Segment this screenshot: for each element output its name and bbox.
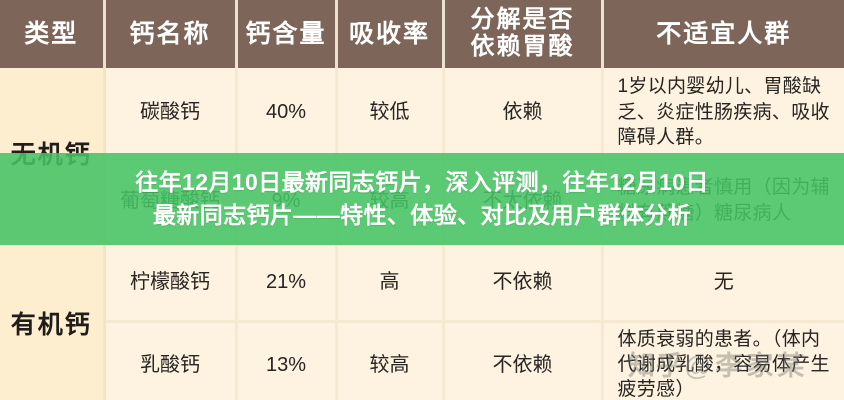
headline-text: 往年12月10日最新同志钙片，深入评测，往年12月10日 最新同志钙片——特性、… [135,166,709,231]
headline-overlay-band: 往年12月10日最新同志钙片，深入评测，往年12月10日 最新同志钙片——特性、… [0,153,844,245]
column-header-acid: 分解是否 依赖胃酸 [441,0,604,68]
column-header-amount: 钙含量 [234,0,338,68]
column-header-unfit: 不适宜人群 [600,0,844,68]
group-cell-organic: 有机钙 [0,243,106,400]
cell-unfit: 无 [600,243,844,323]
headline-line-1: 往年12月10日最新同志钙片，深入评测，往年12月10日 [135,169,709,196]
column-header-acid-line2: 依赖胃酸 [470,33,575,60]
cell-acid: 不依赖 [441,321,604,400]
cell-absorption: 高 [334,243,445,323]
table-row: 有机钙 柠檬酸钙 21% 高 不依赖 无 [0,243,844,400]
cell-name: 柠檬酸钙 [102,243,238,323]
column-header-acid-line1: 分解是否 [470,6,575,34]
table-row: 乳酸钙 13% 较高 不依赖 体质衰弱的患者。（体内代谢成乳酸，容易体产生疲劳感… [0,321,844,400]
cell-name: 碳酸钙 [102,68,238,160]
headline-line-2: 最新同志钙片——特性、体验、对比及用户群体分析 [152,202,692,228]
cell-amount: 40% [234,68,338,160]
column-header-absorption: 吸收率 [334,0,445,68]
table-header-row: 类型 钙名称 钙含量 吸收率 分解是否 依赖胃酸 不适宜人群 [0,0,844,68]
table-header: 类型 钙名称 钙含量 吸收率 分解是否 依赖胃酸 不适宜人群 [0,0,844,68]
column-header-type: 类型 [0,0,106,68]
column-header-name: 钙名称 [102,0,238,68]
table-row: 无机钙 碳酸钙 40% 较低 依赖 1岁以内婴幼儿、胃酸缺乏、炎症性肠疾病、吸收… [0,68,844,245]
cell-absorption: 较高 [334,321,445,400]
cell-amount: 21% [234,243,338,323]
cell-name: 乳酸钙 [104,321,238,400]
cell-absorption: 较低 [334,68,445,160]
cell-unfit: 体质衰弱的患者。（体内代谢成乳酸，容易体产生疲劳感） [600,321,844,400]
cell-amount: 13% [234,321,338,400]
cell-unfit: 1岁以内婴幼儿、胃酸缺乏、炎症性肠疾病、吸收障碍人群。 [600,68,844,160]
cell-acid: 不依赖 [441,243,604,323]
cell-acid: 依赖 [441,68,604,160]
